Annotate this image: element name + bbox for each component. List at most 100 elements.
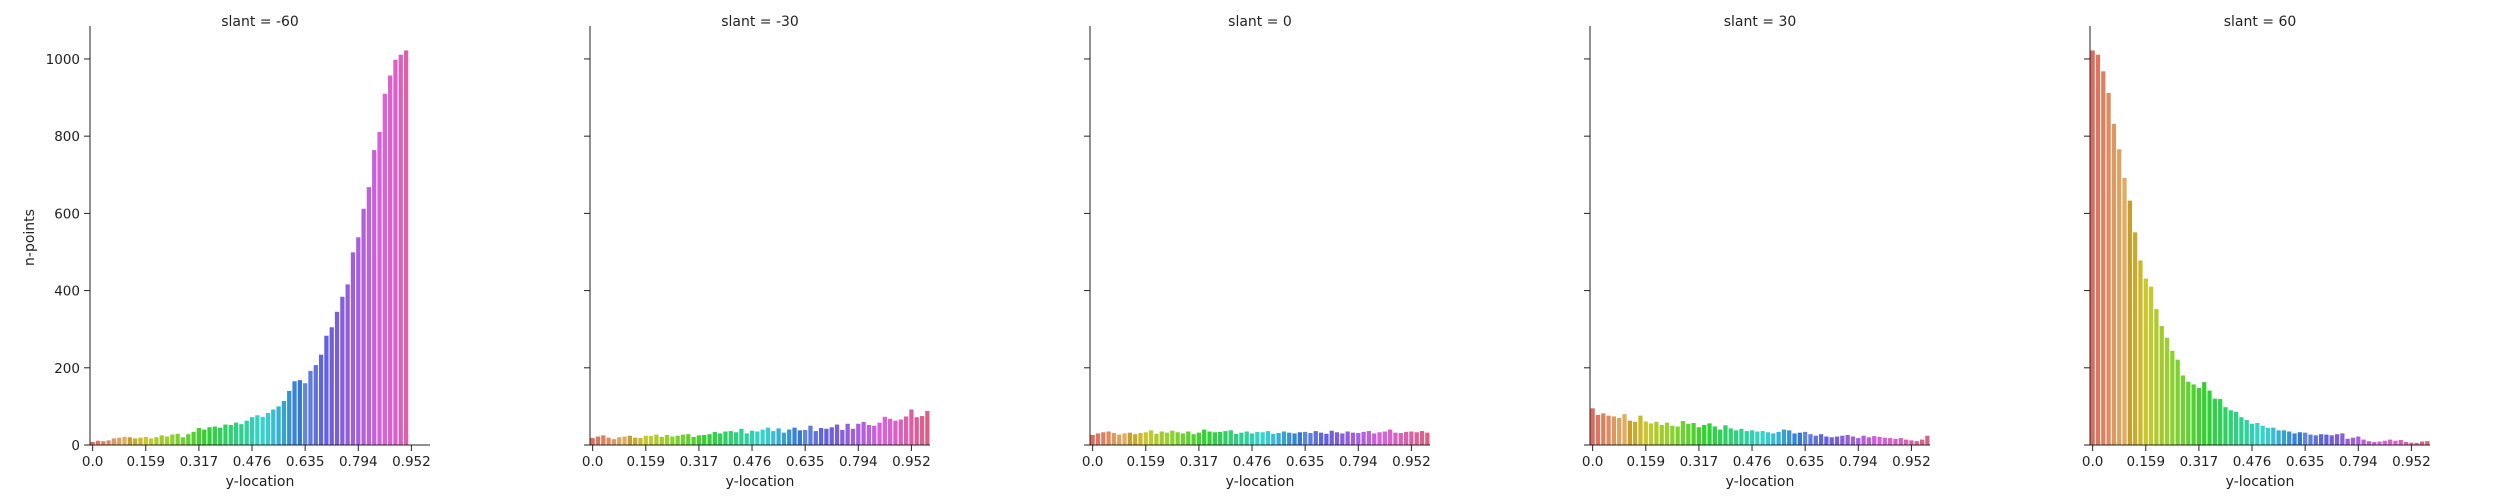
bar <box>1117 434 1122 445</box>
bar <box>218 427 223 445</box>
bar <box>1239 432 1244 445</box>
bar <box>2271 427 2276 445</box>
bar <box>180 437 186 445</box>
x-tick-label: 0.317 <box>1680 454 1719 470</box>
bar <box>606 437 611 445</box>
bar <box>1686 423 1691 445</box>
bar <box>1340 433 1345 445</box>
bar <box>776 428 781 445</box>
bar <box>834 424 840 445</box>
x-tick-label: 0.952 <box>1392 454 1431 470</box>
bar <box>186 434 191 445</box>
bar <box>882 416 887 445</box>
bar <box>749 430 755 445</box>
bar <box>1781 429 1787 445</box>
bar <box>297 380 302 445</box>
bar <box>866 424 872 445</box>
bar <box>1154 433 1159 445</box>
bar <box>595 436 601 445</box>
bar <box>1664 422 1670 445</box>
bar <box>1212 432 1217 445</box>
bar <box>1218 431 1223 445</box>
x-tick-label: 0.0 <box>1582 454 1603 470</box>
bar <box>664 434 670 445</box>
bar <box>2329 435 2334 445</box>
bar <box>287 390 292 445</box>
bar <box>1648 423 1654 445</box>
bar <box>1606 415 1611 445</box>
bar <box>164 436 170 445</box>
bar <box>249 417 255 445</box>
bar <box>2175 359 2180 445</box>
bar <box>1590 408 1595 445</box>
bar <box>1419 431 1425 445</box>
bar <box>388 75 393 446</box>
bar <box>1866 437 1872 445</box>
bar <box>1350 432 1356 445</box>
bar <box>840 429 845 445</box>
x-tick-label: 0.317 <box>1180 454 1219 470</box>
x-tick-label: 0.952 <box>392 454 431 470</box>
bar <box>1611 416 1617 445</box>
bar <box>1202 429 1207 445</box>
x-tick-label: 0.476 <box>1233 454 1272 470</box>
bar <box>1101 432 1106 445</box>
bar <box>1228 430 1233 445</box>
x-tick-label: 0.952 <box>1892 454 1931 470</box>
bar <box>1366 431 1372 445</box>
bar <box>372 150 377 445</box>
bar <box>2239 417 2244 445</box>
bar <box>1643 421 1648 445</box>
bar <box>2244 419 2249 445</box>
bar <box>2186 381 2191 445</box>
bar <box>654 434 659 445</box>
x-axis-label: y-location <box>726 474 795 490</box>
bar <box>2393 440 2398 445</box>
panel-5: slant = 60 0.0 0.159 0.317 0.476 0.635 0.794 0.… <box>2082 14 2431 490</box>
bar <box>1829 437 1834 445</box>
bar <box>2313 435 2318 445</box>
bar <box>281 400 287 445</box>
bar <box>813 431 818 445</box>
x-tick-label: 0.635 <box>786 454 825 470</box>
bar <box>2276 430 2281 445</box>
bar <box>329 327 334 445</box>
bar <box>1914 441 1919 445</box>
bar <box>260 416 265 445</box>
bar <box>2117 149 2122 446</box>
bar <box>1877 436 1882 445</box>
bar <box>601 435 606 445</box>
x-tick-label: 0.317 <box>680 454 719 470</box>
bar <box>622 436 627 445</box>
bar <box>398 54 403 446</box>
x-tick-label: 0.794 <box>1339 454 1378 470</box>
bar <box>1595 414 1601 445</box>
bar <box>2265 428 2271 445</box>
x-tick-label: 0.476 <box>2233 454 2272 470</box>
bar <box>2340 433 2345 445</box>
bar <box>1882 437 1887 445</box>
bar <box>154 437 159 445</box>
bar <box>1755 431 1760 445</box>
bar <box>1329 430 1334 445</box>
bar <box>334 311 340 445</box>
bar <box>797 430 802 445</box>
bar <box>2111 123 2117 445</box>
bar <box>2143 278 2148 445</box>
bar <box>95 440 101 445</box>
bar <box>2233 411 2239 445</box>
bar <box>1919 439 1925 445</box>
bar <box>403 50 409 446</box>
bar <box>2170 350 2175 445</box>
bar <box>1249 433 1255 445</box>
bar <box>2318 434 2324 445</box>
bar <box>1903 439 1909 445</box>
bar <box>265 412 271 445</box>
panel-title: slant = -30 <box>721 14 799 30</box>
bar <box>1797 432 1802 445</box>
bar <box>2101 71 2106 445</box>
bar <box>1143 432 1148 445</box>
x-tick-label: 0.476 <box>1733 454 1772 470</box>
bar <box>2249 423 2255 445</box>
bar <box>106 440 111 445</box>
